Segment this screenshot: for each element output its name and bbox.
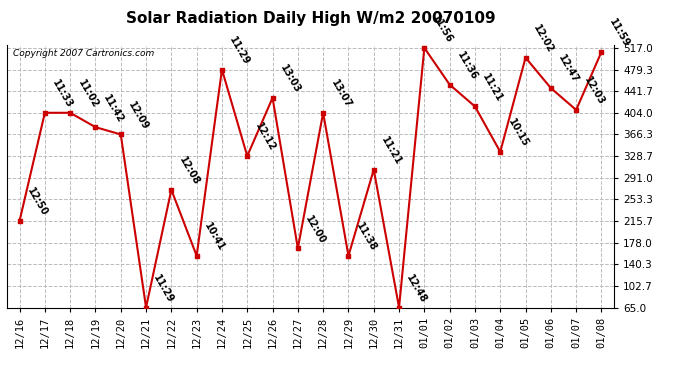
Text: 12:08: 12:08 [177,155,201,187]
Text: 11:21: 11:21 [380,135,404,167]
Point [596,49,607,55]
Text: 11:38: 11:38 [354,221,378,253]
Point [495,149,506,155]
Point [393,304,404,310]
Point [368,166,380,172]
Point [115,131,126,137]
Point [217,66,228,72]
Text: 11:42: 11:42 [101,93,125,124]
Point [343,253,354,259]
Point [90,124,101,130]
Text: 12:47: 12:47 [556,54,580,85]
Point [14,218,25,224]
Text: 12:12: 12:12 [253,122,277,153]
Point [419,45,430,51]
Point [545,85,556,91]
Text: 12:48: 12:48 [404,273,428,305]
Text: 11:29: 11:29 [228,35,252,67]
Text: 11:59: 11:59 [607,17,631,49]
Point [65,110,76,116]
Text: 12:09: 12:09 [126,100,150,132]
Text: 11:21: 11:21 [480,72,504,104]
Point [267,95,278,101]
Text: 11:02: 11:02 [76,78,100,110]
Point [317,110,328,116]
Point [166,187,177,193]
Text: 13:07: 13:07 [328,78,353,110]
Text: 11:33: 11:33 [50,78,75,110]
Point [39,110,50,116]
Point [293,245,304,251]
Point [191,253,202,259]
Text: 10:41: 10:41 [202,221,226,253]
Text: 12:50: 12:50 [25,186,49,218]
Text: 13:03: 13:03 [278,63,302,95]
Point [444,82,455,88]
Text: 10:15: 10:15 [506,117,530,149]
Point [469,104,480,110]
Text: 12:03: 12:03 [582,75,606,107]
Text: Copyright 2007 Cartronics.com: Copyright 2007 Cartronics.com [13,49,155,58]
Text: Solar Radiation Daily High W/m2 20070109: Solar Radiation Daily High W/m2 20070109 [126,11,495,26]
Text: 11:36: 11:36 [455,50,480,82]
Text: 11:29: 11:29 [152,273,176,305]
Text: 11:56: 11:56 [430,13,454,45]
Point [241,153,253,159]
Text: 12:02: 12:02 [531,23,555,55]
Point [520,55,531,61]
Point [141,304,152,310]
Point [571,107,582,113]
Text: 12:00: 12:00 [304,214,328,246]
